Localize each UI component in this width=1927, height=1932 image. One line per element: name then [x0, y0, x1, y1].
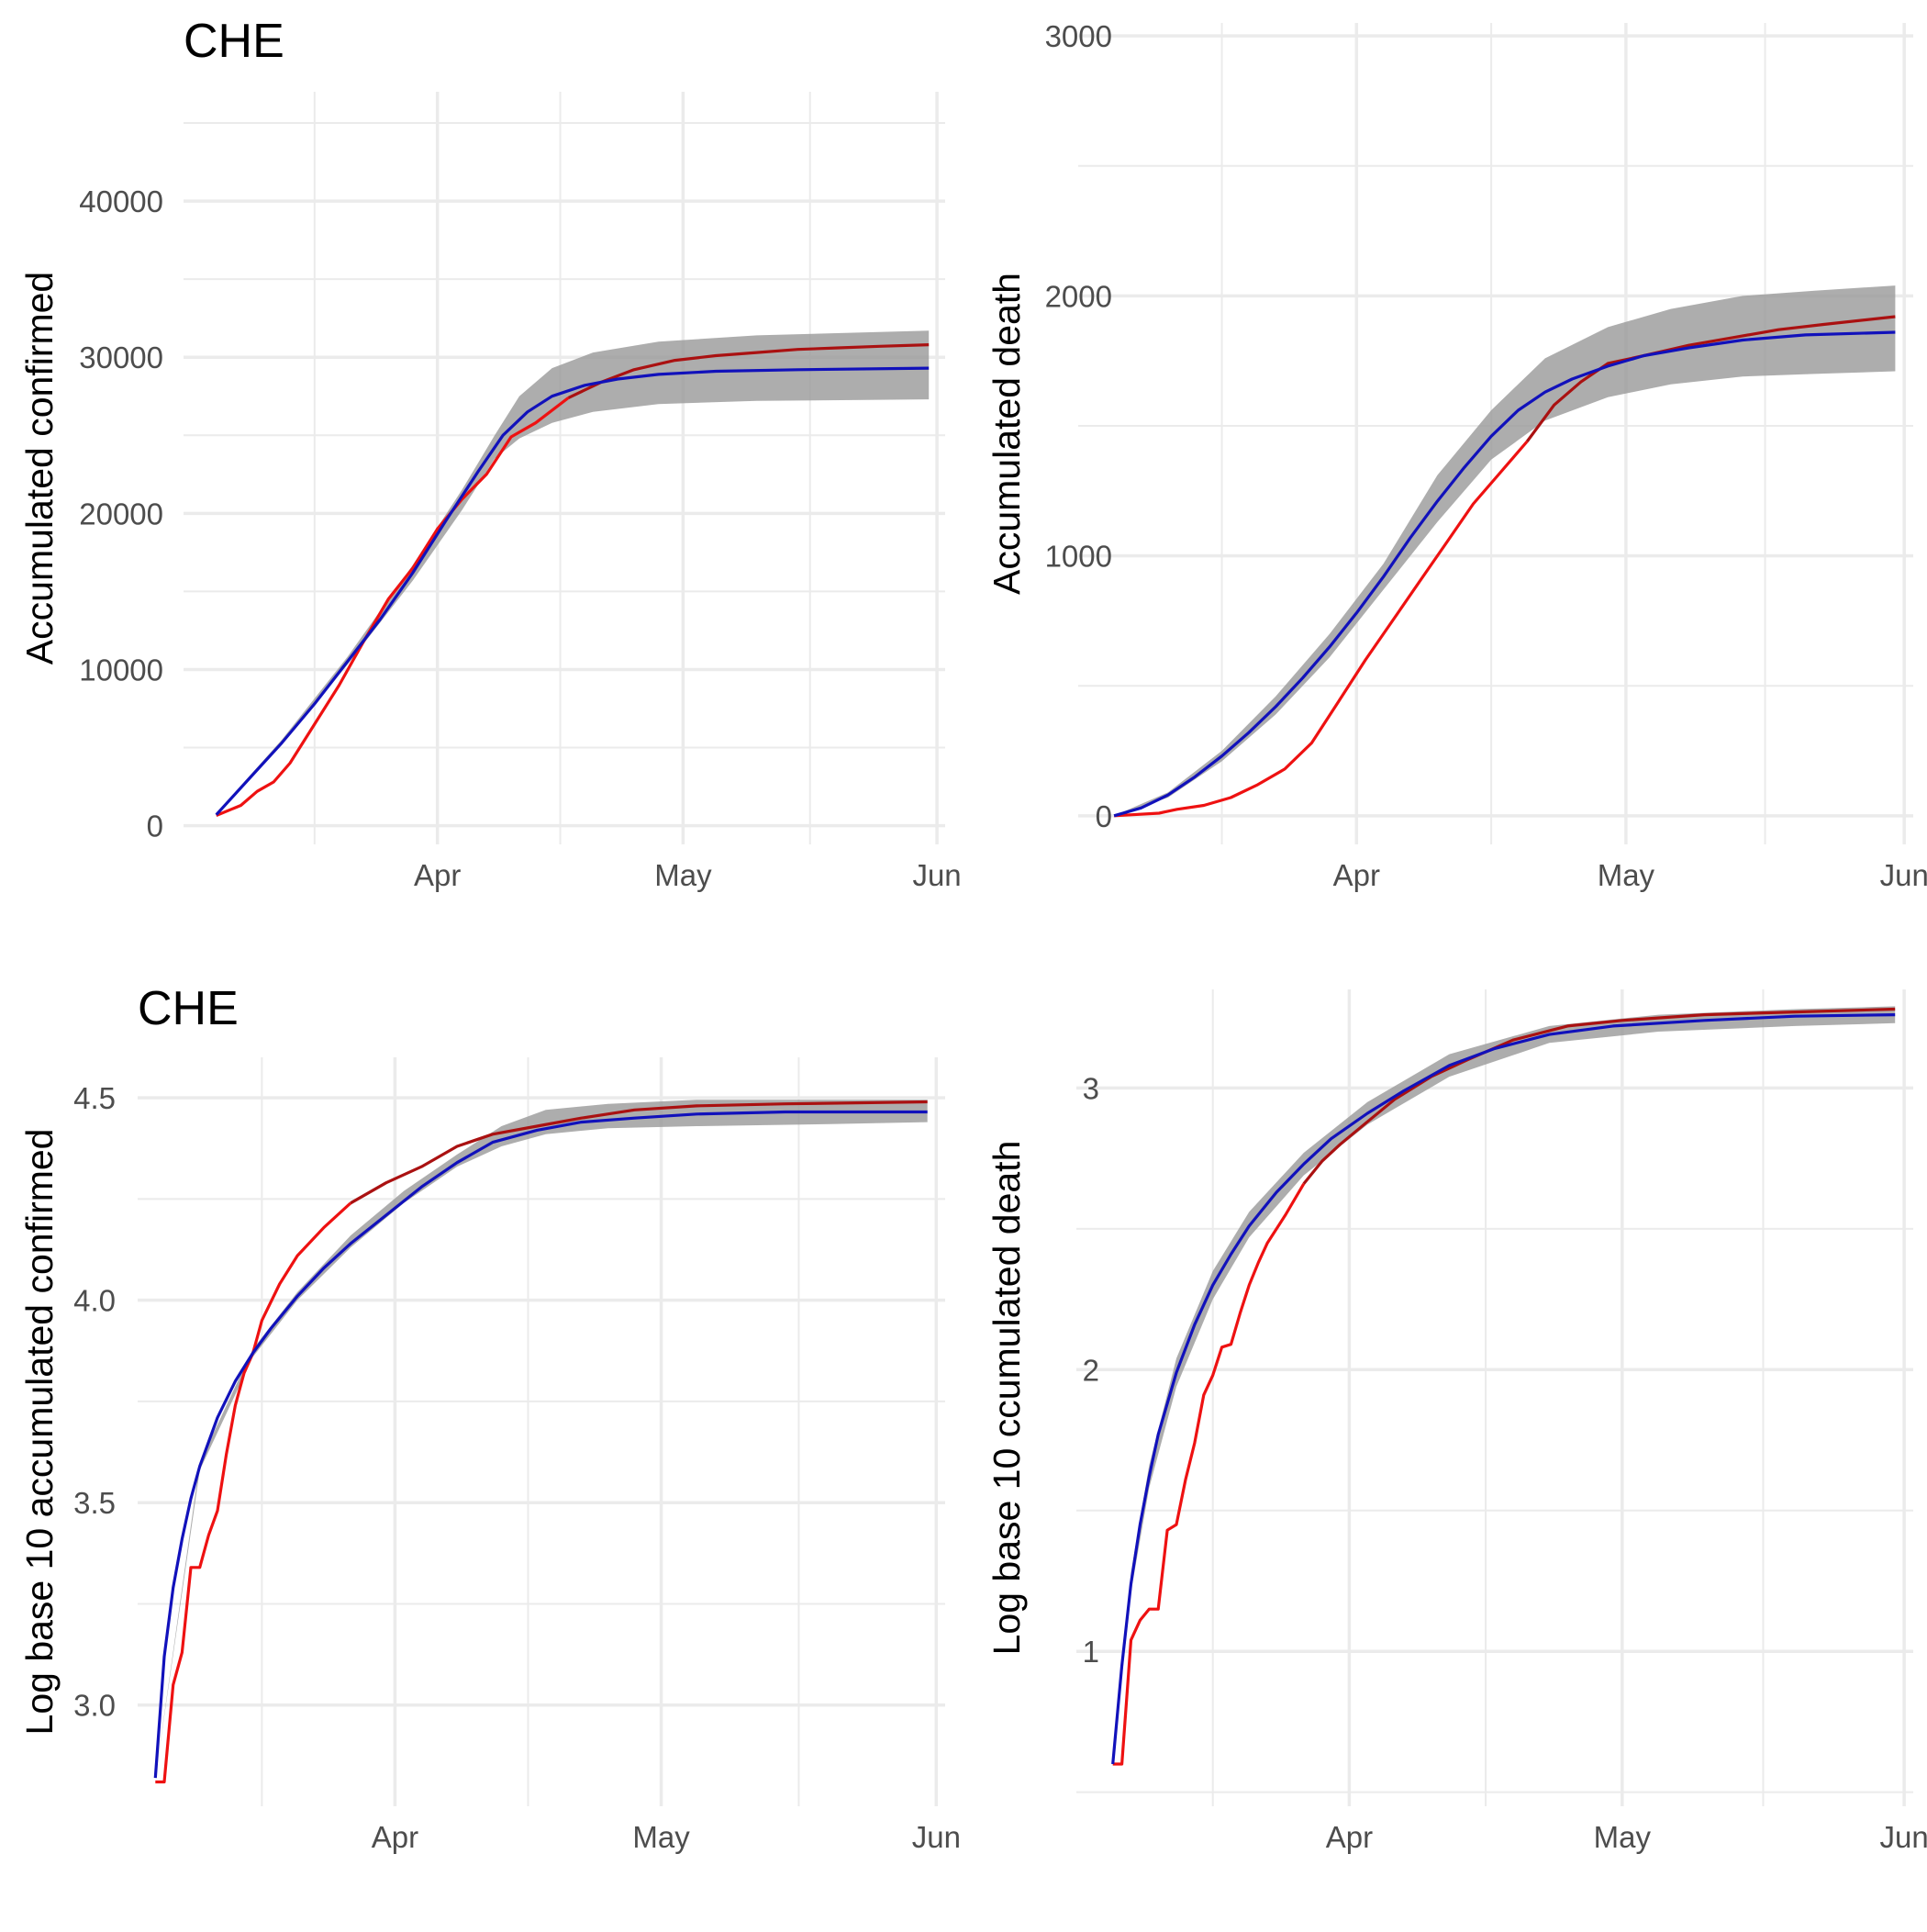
- observed-line: [155, 1201, 352, 1784]
- y-tick-label: 2: [1083, 1353, 1099, 1387]
- y-axis-label: Log base 10 accumulated confirmed: [18, 1129, 61, 1736]
- y-axis-label: Accumulated confirmed: [18, 272, 61, 664]
- observed-line: [1114, 440, 1529, 818]
- fitted-line: [1113, 330, 1896, 818]
- y-tick-label: 40000: [79, 184, 163, 218]
- x-tick-label: Apr: [1326, 1820, 1373, 1854]
- x-tick-label: Apr: [1333, 858, 1380, 892]
- y-axis-label: Log base 10 ccumulated death: [986, 1141, 1028, 1656]
- fitted-line: [1111, 1013, 1896, 1765]
- panel-3: Apr May Jun 3.0 3.5 4.0 4.5 Log base 10 accumul…: [18, 982, 961, 1854]
- observed-line: [216, 396, 570, 817]
- y-tick-label: 4.5: [73, 1081, 116, 1115]
- panel-4: Apr May Jun 1 2 3 Log base 10 ccumulated death: [986, 989, 1927, 1854]
- confidence-ribbon: [216, 330, 930, 815]
- x-tick-label: May: [632, 1820, 690, 1854]
- x-tick-label: Jun: [912, 1820, 961, 1854]
- y-tick-label: 4.0: [73, 1284, 116, 1318]
- y-tick-label: 30000: [79, 341, 163, 374]
- y-tick-label: 10000: [79, 653, 163, 687]
- y-axis-label: Accumulated death: [986, 273, 1028, 595]
- y-tick-label: 0: [1096, 799, 1112, 833]
- y-tick-label: 1000: [1045, 540, 1112, 574]
- x-tick-label: May: [1594, 1820, 1652, 1854]
- x-tick-label: Apr: [372, 1820, 418, 1854]
- panel-title: CHE: [138, 982, 239, 1035]
- fitted-line: [215, 366, 930, 816]
- confidence-ribbon: [155, 1100, 928, 1779]
- y-tick-label: 3.5: [73, 1486, 116, 1520]
- y-tick-label: 3.0: [73, 1689, 116, 1723]
- observed-line-late: [567, 343, 930, 399]
- y-tick-label: 3: [1083, 1071, 1099, 1105]
- x-tick-label: Jun: [1880, 858, 1927, 892]
- x-tick-label: May: [1598, 858, 1655, 892]
- fitted-line: [153, 1110, 928, 1779]
- y-tick-label: 0: [147, 810, 163, 843]
- x-tick-label: Jun: [912, 858, 961, 892]
- y-tick-label: 2000: [1045, 279, 1112, 313]
- y-tick-label: 1: [1083, 1635, 1099, 1669]
- panel-title: CHE: [184, 15, 284, 68]
- y-tick-label: 3000: [1045, 19, 1112, 53]
- x-tick-label: Jun: [1879, 1820, 1927, 1854]
- panel-2: Apr May Jun 0 1000 2000 3000 Accumulated death: [986, 19, 1927, 892]
- x-tick-label: May: [654, 858, 712, 892]
- observed-line: [1112, 1182, 1306, 1766]
- panel-1: Apr May Jun 0 10000 20000 30000 40000 Accumulate…: [18, 15, 962, 892]
- y-tick-label: 20000: [79, 497, 163, 530]
- confidence-ribbon: [1114, 285, 1896, 816]
- x-tick-label: Apr: [414, 858, 461, 892]
- observed-line-late: [350, 1100, 928, 1205]
